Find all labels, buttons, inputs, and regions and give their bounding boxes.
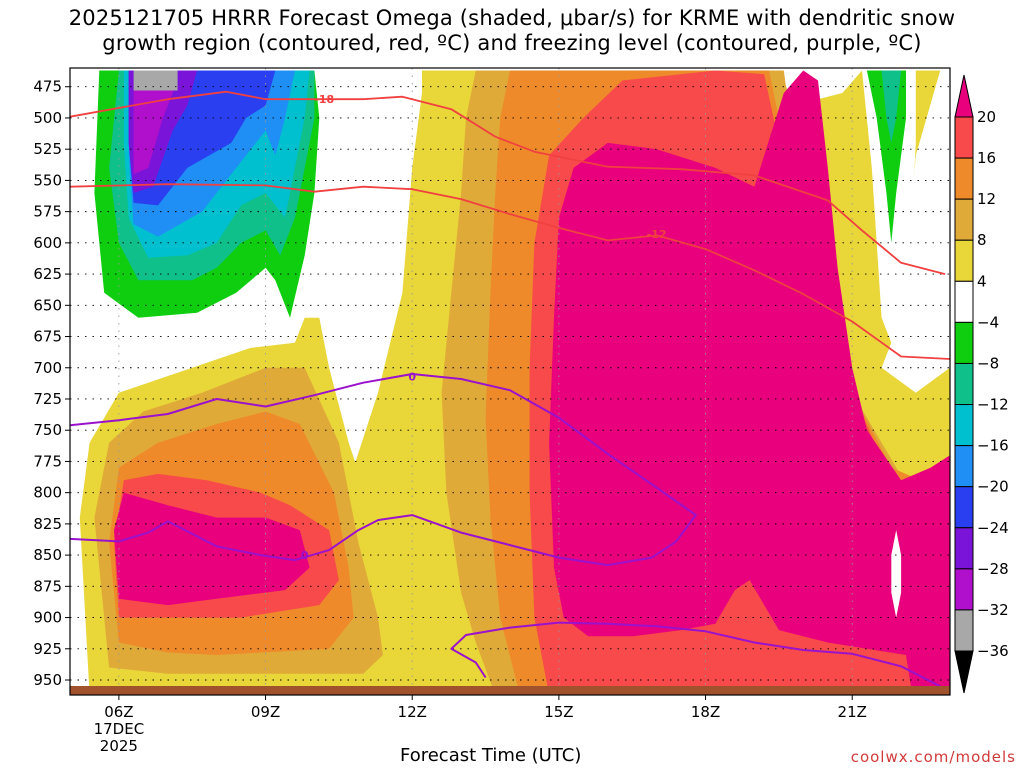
x-tick-year: 2025 bbox=[100, 737, 138, 755]
colorbar-tick-label: −20 bbox=[977, 478, 1009, 496]
colorbar: 20 16 12 8 4 −4 −8 −12 −16 −20 −24 −28 −32 −36 bbox=[954, 74, 1009, 694]
colorbar-min-arrow bbox=[954, 650, 974, 694]
omega-neg36-left bbox=[133, 70, 178, 91]
watermark: coolwx.com/models bbox=[850, 748, 1016, 766]
colorbar-tick-label: −8 bbox=[977, 354, 999, 372]
y-tick-label: 700 bbox=[33, 359, 62, 377]
colorbar-tick-label: −16 bbox=[977, 437, 1009, 455]
colorbar-bin bbox=[954, 568, 974, 611]
y-tick-label: 775 bbox=[33, 452, 62, 470]
colorbar-bin bbox=[954, 404, 974, 447]
contour-dgz-upper bbox=[70, 90, 946, 275]
contour-dgz-lower bbox=[70, 183, 950, 360]
x-tick-date: 17DEC bbox=[94, 720, 145, 738]
colorbar-bin bbox=[954, 609, 974, 652]
x-tick-label: 06Z bbox=[104, 703, 133, 721]
colorbar-bin bbox=[954, 157, 974, 200]
omega-pos20-main bbox=[549, 70, 950, 695]
colorbar-tick-label: 20 bbox=[977, 108, 996, 126]
x-tick-label: 15Z bbox=[544, 703, 573, 721]
x-tick-label: 21Z bbox=[838, 703, 867, 721]
contour-label-freezing-lower-branch: 0 bbox=[301, 549, 309, 562]
y-tick-label: 600 bbox=[33, 234, 62, 252]
colorbar-max-arrow bbox=[954, 74, 974, 118]
colorbar-bin bbox=[954, 239, 974, 282]
x-axis-label: Forecast Time (UTC) bbox=[400, 745, 582, 766]
chart-title: 2025121705 HRRR Forecast Omega (shaded, … bbox=[0, 6, 1024, 56]
colorbar-bin bbox=[954, 362, 974, 406]
y-tick-label: 625 bbox=[33, 265, 62, 283]
y-tick-label: 900 bbox=[33, 609, 62, 627]
y-tick-label: 525 bbox=[33, 140, 62, 158]
y-tick-label: 650 bbox=[33, 296, 62, 314]
omega-neutral-pocket bbox=[891, 530, 902, 618]
colorbar-bin bbox=[954, 198, 974, 241]
colorbar-bin bbox=[954, 527, 974, 570]
y-tick-label: 550 bbox=[33, 171, 62, 189]
y-tick-label: 575 bbox=[33, 203, 62, 221]
colorbar-tick-label: −32 bbox=[977, 601, 1009, 619]
omega-neg12-right bbox=[881, 70, 902, 143]
y-tick-label: 750 bbox=[33, 421, 62, 439]
y-tick-label: 500 bbox=[33, 109, 62, 127]
colorbar-tick-label: −36 bbox=[977, 642, 1009, 660]
colorbar-tick-label: −28 bbox=[977, 560, 1009, 578]
y-tick-label: 850 bbox=[33, 546, 62, 564]
colorbar-tick-label: 12 bbox=[977, 190, 996, 208]
colorbar-bin bbox=[954, 116, 974, 159]
omega-shading bbox=[74, 70, 950, 695]
contour-label-freezing-upper: 0 bbox=[408, 371, 416, 384]
y-tick-label: 825 bbox=[33, 515, 62, 533]
omega-pos20-low bbox=[114, 492, 310, 606]
colorbar-bin bbox=[954, 486, 974, 529]
plot-frame bbox=[69, 67, 951, 696]
colorbar-tick-label: −4 bbox=[977, 313, 999, 331]
y-axis: 475 500 525 550 575 600 625 650 675 700 725 750 775 8… bbox=[33, 78, 70, 689]
contour-freezing-upper bbox=[70, 373, 697, 567]
contour-label-dgz-lower: -12 bbox=[647, 228, 667, 241]
y-tick-label: 800 bbox=[33, 484, 62, 502]
y-tick-label: 725 bbox=[33, 390, 62, 408]
contour-label-dgz-upper: -18 bbox=[314, 93, 334, 106]
colorbar-tick-label: 4 bbox=[977, 272, 987, 290]
x-tick-label: 12Z bbox=[398, 703, 427, 721]
y-tick-label: 475 bbox=[33, 78, 62, 96]
colorbar-bin bbox=[954, 445, 974, 488]
colorbar-bin bbox=[954, 321, 974, 364]
colorbar-bin bbox=[954, 280, 974, 323]
contours: -18 -12 0 0 bbox=[70, 90, 950, 688]
title-line-1: 2025121705 HRRR Forecast Omega (shaded, … bbox=[68, 6, 956, 30]
y-tick-label: 875 bbox=[33, 577, 62, 595]
y-tick-label: 925 bbox=[33, 640, 62, 658]
x-tick-label: 18Z bbox=[691, 703, 720, 721]
y-tick-label: 950 bbox=[33, 671, 62, 689]
title-line-2: growth region (contoured, red, ºC) and f… bbox=[102, 31, 922, 55]
ground-terrain bbox=[70, 686, 950, 695]
colorbar-tick-label: −24 bbox=[977, 519, 1009, 537]
x-tick-label: 09Z bbox=[251, 703, 280, 721]
colorbar-tick-label: −12 bbox=[977, 396, 1009, 414]
contour-freezing-lower bbox=[450, 621, 941, 688]
omega-neg32-left bbox=[133, 70, 178, 175]
y-tick-label: 675 bbox=[33, 328, 62, 346]
colorbar-tick-label: 8 bbox=[977, 231, 987, 249]
colorbar-tick-label: 16 bbox=[977, 149, 996, 167]
